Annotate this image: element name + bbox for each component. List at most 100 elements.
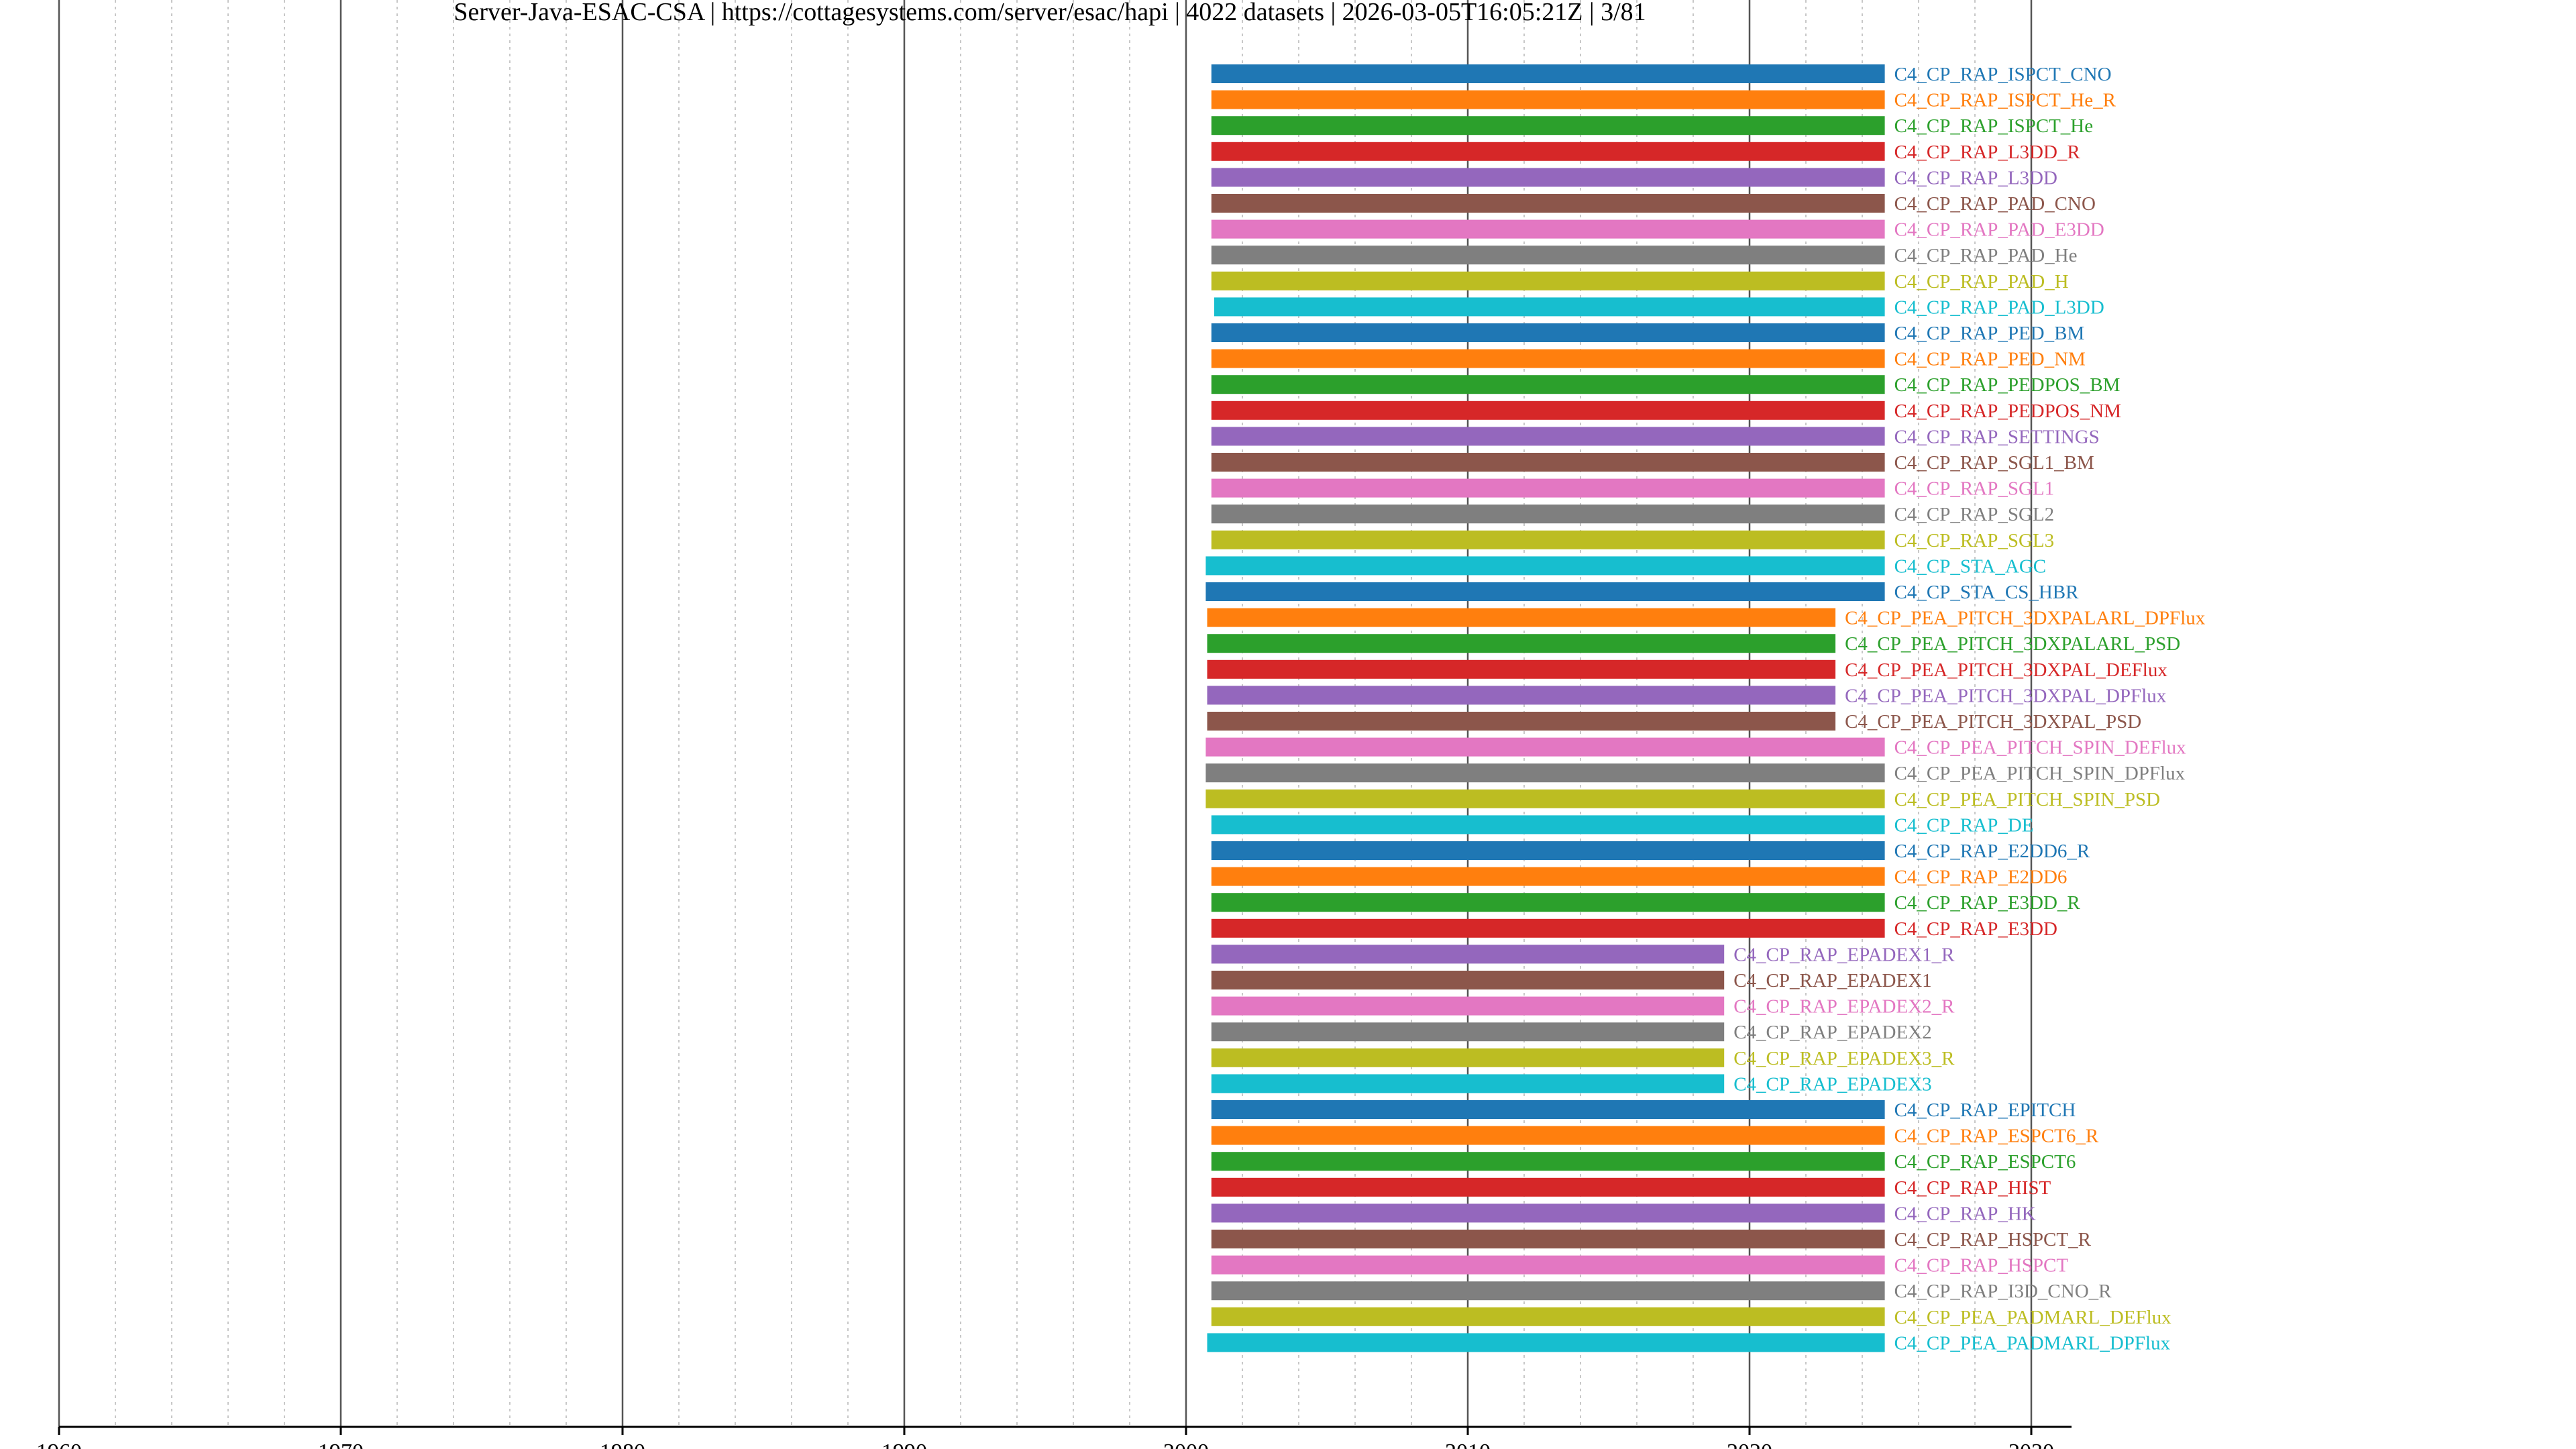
bar-c4-cp-rap-epadex3-r <box>1211 1048 1725 1067</box>
bar-c4-cp-pea-padmarl-deflux <box>1211 1307 1885 1326</box>
bar-c4-cp-rap-l3dd-r <box>1211 142 1885 161</box>
bar-c4-cp-sta-agc <box>1205 556 1885 576</box>
bar-c4-cp-rap-settings <box>1211 427 1885 446</box>
bar-c4-cp-rap-hk <box>1211 1203 1885 1223</box>
bar-label: C4_CP_RAP_HIST <box>1894 1177 2051 1199</box>
bar-c4-cp-rap-e3dd-r <box>1211 893 1885 912</box>
bar-label: C4_CP_RAP_E2DD6 <box>1894 867 2068 888</box>
bar-c4-cp-rap-hspct <box>1211 1255 1885 1275</box>
x-tick-label: 1990 <box>881 1440 927 1449</box>
bar-label: C4_CP_PEA_PITCH_3DXPAL_PSD <box>1845 711 2141 733</box>
bar-c4-cp-rap-epadex2-r <box>1211 996 1725 1016</box>
bar-c4-cp-rap-ped-bm <box>1211 323 1885 342</box>
bar-c4-cp-rap-pedpos-bm <box>1211 375 1885 394</box>
bar-c4-cp-rap-pad-h <box>1211 271 1885 290</box>
bars <box>1205 64 1885 1352</box>
bar-label: C4_CP_RAP_SGL2 <box>1894 504 2055 525</box>
bar-c4-cp-rap-l3dd <box>1211 168 1885 187</box>
bar-label: C4_CP_RAP_ISPCT_He <box>1894 115 2094 137</box>
bar-label: C4_CP_RAP_SGL1_BM <box>1894 452 2094 474</box>
bar-label: C4_CP_RAP_SETTINGS <box>1894 426 2100 447</box>
bar-c4-cp-rap-sgl2 <box>1211 504 1885 524</box>
x-tick-label: 2000 <box>1163 1440 1209 1449</box>
x-tick-label: 2020 <box>1727 1440 1772 1449</box>
bar-c4-cp-rap-epadex1 <box>1211 971 1725 989</box>
bar-label: C4_CP_PEA_PITCH_3DXPAL_DEFlux <box>1845 659 2167 681</box>
bar-label: C4_CP_RAP_PAD_CNO <box>1894 193 2096 215</box>
bar-label: C4_CP_STA_CS_HBR <box>1894 582 2080 603</box>
bar-label: C4_CP_RAP_E3DD <box>1894 918 2057 940</box>
x-tick-label: 1980 <box>600 1440 645 1449</box>
bar-label: C4_CP_RAP_PAD_He <box>1894 245 2078 266</box>
bar-c4-cp-pea-pitch-spin-deflux <box>1205 737 1885 757</box>
bar-c4-cp-rap-pad-he <box>1211 246 1885 265</box>
bar-label: C4_CP_RAP_EPADEX2_R <box>1733 996 1955 1018</box>
bar-c4-cp-pea-pitch-3dxpal-dpflux <box>1207 686 1836 705</box>
bar-label: C4_CP_PEA_PADMARL_DPFlux <box>1894 1332 2171 1354</box>
bar-c4-cp-rap-ispct-he <box>1211 116 1885 136</box>
x-tick-label: 2010 <box>1445 1440 1491 1449</box>
bar-label: C4_CP_PEA_PITCH_SPIN_PSD <box>1894 789 2160 810</box>
bar-c4-cp-pea-pitch-3dxpal-deflux <box>1207 659 1836 679</box>
bar-c4-cp-rap-sgl3 <box>1211 530 1885 549</box>
bar-c4-cp-rap-espct6 <box>1211 1152 1885 1171</box>
bar-c4-cp-sta-cs-hbr <box>1205 582 1885 601</box>
bar-label: C4_CP_PEA_PITCH_SPIN_DPFlux <box>1894 763 2186 784</box>
bar-c4-cp-rap-pad-cno <box>1211 194 1885 213</box>
bar-label: C4_CP_RAP_EPADEX1 <box>1733 970 1931 991</box>
bar-label: C4_CP_RAP_ISPCT_He_R <box>1894 90 2116 111</box>
bar-label: C4_CP_RAP_ESPCT6_R <box>1894 1126 2099 1147</box>
bar-label: C4_CP_RAP_L3DD_R <box>1894 142 2081 163</box>
bar-label: C4_CP_RAP_EPADEX3 <box>1733 1073 1931 1095</box>
bar-c4-cp-rap-e3dd <box>1211 918 1885 938</box>
bar-label: C4_CP_RAP_E3DD_R <box>1894 892 2081 914</box>
bar-label: C4_CP_RAP_ISPCT_CNO <box>1894 64 2112 85</box>
bar-c4-cp-pea-pitch-3dxpalarl-dpflux <box>1207 608 1836 627</box>
bar-label: C4_CP_RAP_DE <box>1894 814 2034 836</box>
bar-label: C4_CP_RAP_EPITCH <box>1894 1099 2076 1121</box>
bar-c4-cp-pea-padmarl-dpflux <box>1207 1333 1885 1352</box>
bar-label: C4_CP_RAP_PAD_E3DD <box>1894 219 2104 241</box>
bar-c4-cp-rap-epitch <box>1211 1100 1885 1119</box>
x-tick-label: 1970 <box>318 1440 364 1449</box>
bar-c4-cp-rap-e2dd6-r <box>1211 841 1885 860</box>
bar-c4-cp-rap-ispct-cno <box>1211 64 1885 83</box>
x-axis: 1960 1970 1980 1990 2000 2010 2020 2030 <box>36 1426 2072 1449</box>
bar-label: C4_CP_RAP_PEDPOS_NM <box>1894 400 2121 422</box>
bar-label: C4_CP_RAP_HK <box>1894 1203 2036 1224</box>
bar-c4-cp-rap-de <box>1211 815 1885 835</box>
bar-label: C4_CP_PEA_PITCH_3DXPALARL_PSD <box>1845 633 2180 655</box>
bar-label: C4_CP_RAP_PAD_H <box>1894 271 2069 292</box>
bar-label: C4_CP_RAP_EPADEX2 <box>1733 1022 1931 1043</box>
bar-label: C4_CP_PEA_PITCH_3DXPAL_DPFlux <box>1845 685 2167 706</box>
bar-c4-cp-rap-e2dd6 <box>1211 867 1885 886</box>
bar-label: C4_CP_RAP_PAD_L3DD <box>1894 297 2104 318</box>
bar-c4-cp-rap-epadex3 <box>1211 1074 1725 1093</box>
bar-c4-cp-pea-pitch-spin-dpflux <box>1205 763 1885 783</box>
bar-c4-cp-rap-espct6-r <box>1211 1126 1885 1145</box>
bar-label: C4_CP_RAP_L3DD <box>1894 167 2057 189</box>
bar-label: C4_CP_RAP_PED_BM <box>1894 323 2085 344</box>
bar-c4-cp-pea-pitch-3dxpalarl-psd <box>1207 634 1836 653</box>
bar-c4-cp-rap-ped-nm <box>1211 349 1885 368</box>
bar-c4-cp-rap-hist <box>1211 1177 1885 1197</box>
bar-label: C4_CP_RAP_PEDPOS_BM <box>1894 374 2121 396</box>
bar-c4-cp-pea-pitch-spin-psd <box>1205 789 1885 808</box>
bar-c4-cp-rap-sgl1 <box>1211 478 1885 498</box>
bar-label: C4_CP_RAP_PED_NM <box>1894 349 2086 370</box>
bar-c4-cp-rap-pad-e3dd <box>1211 219 1885 239</box>
bar-label: C4_CP_RAP_ESPCT6 <box>1894 1151 2076 1173</box>
bar-c4-cp-rap-pedpos-nm <box>1211 400 1885 420</box>
bar-labels: C4_CP_RAP_ISPCT_CNO C4_CP_RAP_ISPCT_He_R C… <box>1733 64 2206 1354</box>
bar-c4-cp-rap-epadex1-r <box>1211 945 1725 964</box>
x-tick-label: 2030 <box>2008 1440 2054 1449</box>
bar-c4-cp-rap-hspct-r <box>1211 1230 1885 1248</box>
bar-c4-cp-rap-i3d-cno-r <box>1211 1281 1885 1301</box>
bar-label: C4_CP_RAP_SGL1 <box>1894 478 2055 500</box>
bar-label: C4_CP_PEA_PADMARL_DEFlux <box>1894 1307 2172 1328</box>
bar-label: C4_CP_RAP_E2DD6_R <box>1894 841 2090 862</box>
bar-c4-cp-rap-epadex2 <box>1211 1022 1725 1042</box>
bar-c4-cp-rap-pad-l3dd <box>1214 297 1885 317</box>
chart-title: Server-Java-ESAC-CSA | https://cottagesy… <box>453 0 1646 26</box>
